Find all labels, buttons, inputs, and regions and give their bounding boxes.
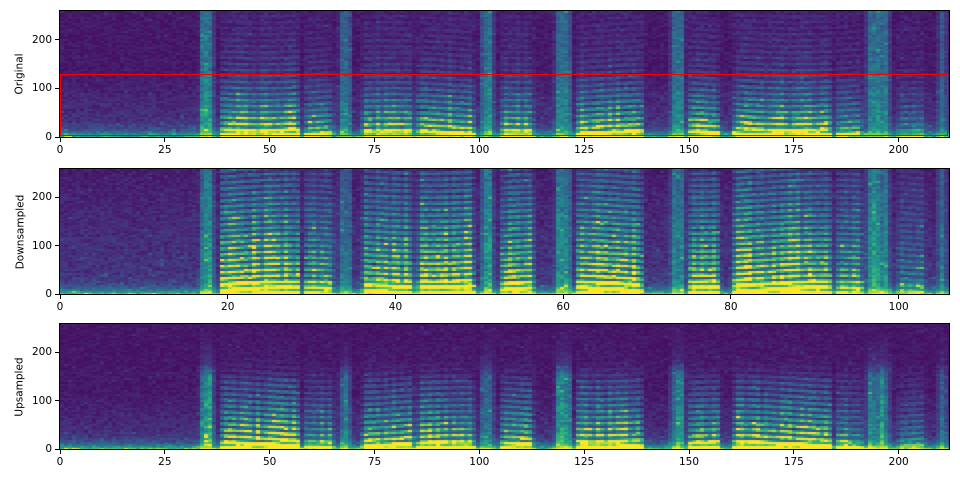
x-tick [269, 138, 271, 142]
x-tick-label: 125 [574, 144, 595, 156]
x-tick-label: 200 [888, 144, 909, 156]
y-tick [55, 448, 59, 450]
x-tick-label: 100 [469, 456, 490, 468]
x-tick [688, 450, 690, 454]
y-tick-label: 0 [45, 443, 52, 455]
x-tick-label: 75 [367, 456, 382, 468]
y-tick [55, 87, 59, 89]
y-tick [55, 293, 59, 295]
x-tick [730, 295, 732, 299]
y-tick [55, 196, 59, 198]
x-tick-label: 125 [574, 456, 595, 468]
y-tick-label: 100 [31, 394, 52, 407]
y-tick [55, 351, 59, 353]
y-tick [55, 136, 59, 138]
x-tick [59, 295, 61, 299]
x-tick [583, 450, 585, 454]
spectrogram-upsampled-canvas [60, 324, 949, 449]
x-tick-label: 175 [783, 144, 804, 156]
x-tick [478, 450, 480, 454]
x-tick [164, 450, 166, 454]
x-tick [164, 138, 166, 142]
x-tick-label: 50 [262, 456, 277, 468]
y-tick-label: 100 [31, 239, 52, 252]
x-tick-label: 25 [158, 456, 172, 468]
x-tick [688, 138, 690, 142]
x-tick-label: 150 [678, 456, 700, 468]
x-tick [898, 138, 900, 142]
y-tick-label: 0 [45, 288, 52, 300]
x-tick-label: 60 [556, 301, 570, 313]
x-tick-label: 100 [469, 144, 490, 156]
x-tick-label: 0 [56, 456, 64, 468]
x-tick [374, 138, 375, 142]
y-tick-label: 100 [31, 82, 52, 95]
x-tick [269, 450, 271, 454]
x-tick [227, 295, 229, 299]
x-tick-label: 25 [158, 144, 172, 156]
y-tick [55, 400, 59, 402]
y-tick [55, 39, 59, 41]
x-tick-label: 100 [888, 301, 909, 313]
x-tick [59, 450, 61, 454]
x-tick-label: 0 [56, 144, 64, 156]
y-tick-label: 200 [31, 191, 52, 204]
x-tick [793, 138, 795, 142]
subplot-upsampled: Upsampled 0 25 50 75 100 125 150 175 200 0 100 200 [14, 323, 950, 468]
y-tick [55, 245, 59, 247]
subplot-original: Original 0 25 50 75 100 125 150 175 200 0 100 200 [14, 10, 950, 156]
x-tick [374, 450, 375, 454]
x-tick-label: 40 [388, 301, 403, 313]
y-axis-label-downsampled: Downsampled [14, 194, 26, 269]
x-tick-label: 75 [367, 144, 382, 156]
x-tick [583, 138, 585, 142]
x-tick-label: 150 [678, 144, 700, 156]
y-tick-label: 0 [45, 131, 52, 143]
x-tick [793, 450, 795, 454]
spectrogram-original-canvas [60, 11, 949, 137]
y-tick-label: 200 [31, 33, 52, 46]
y-axis-label-upsampled: Upsampled [14, 356, 27, 417]
x-tick [59, 138, 61, 142]
x-tick [394, 295, 396, 299]
x-tick [898, 295, 900, 299]
x-tick-label: 200 [888, 456, 909, 468]
subplot-downsampled: Downsampled 0 20 40 60 80 100 0 100 200 [14, 168, 950, 313]
x-tick [562, 295, 564, 299]
x-tick-label: 0 [56, 301, 64, 313]
y-tick-label: 200 [31, 346, 52, 359]
x-tick-label: 50 [262, 144, 277, 156]
x-tick-label: 80 [724, 301, 738, 313]
x-tick-label: 20 [221, 301, 235, 313]
x-tick [478, 138, 480, 142]
x-tick [898, 450, 900, 454]
x-tick-label: 175 [783, 456, 804, 468]
spectrogram-downsampled-canvas [60, 169, 949, 294]
y-axis-label-original: Original [14, 53, 26, 95]
